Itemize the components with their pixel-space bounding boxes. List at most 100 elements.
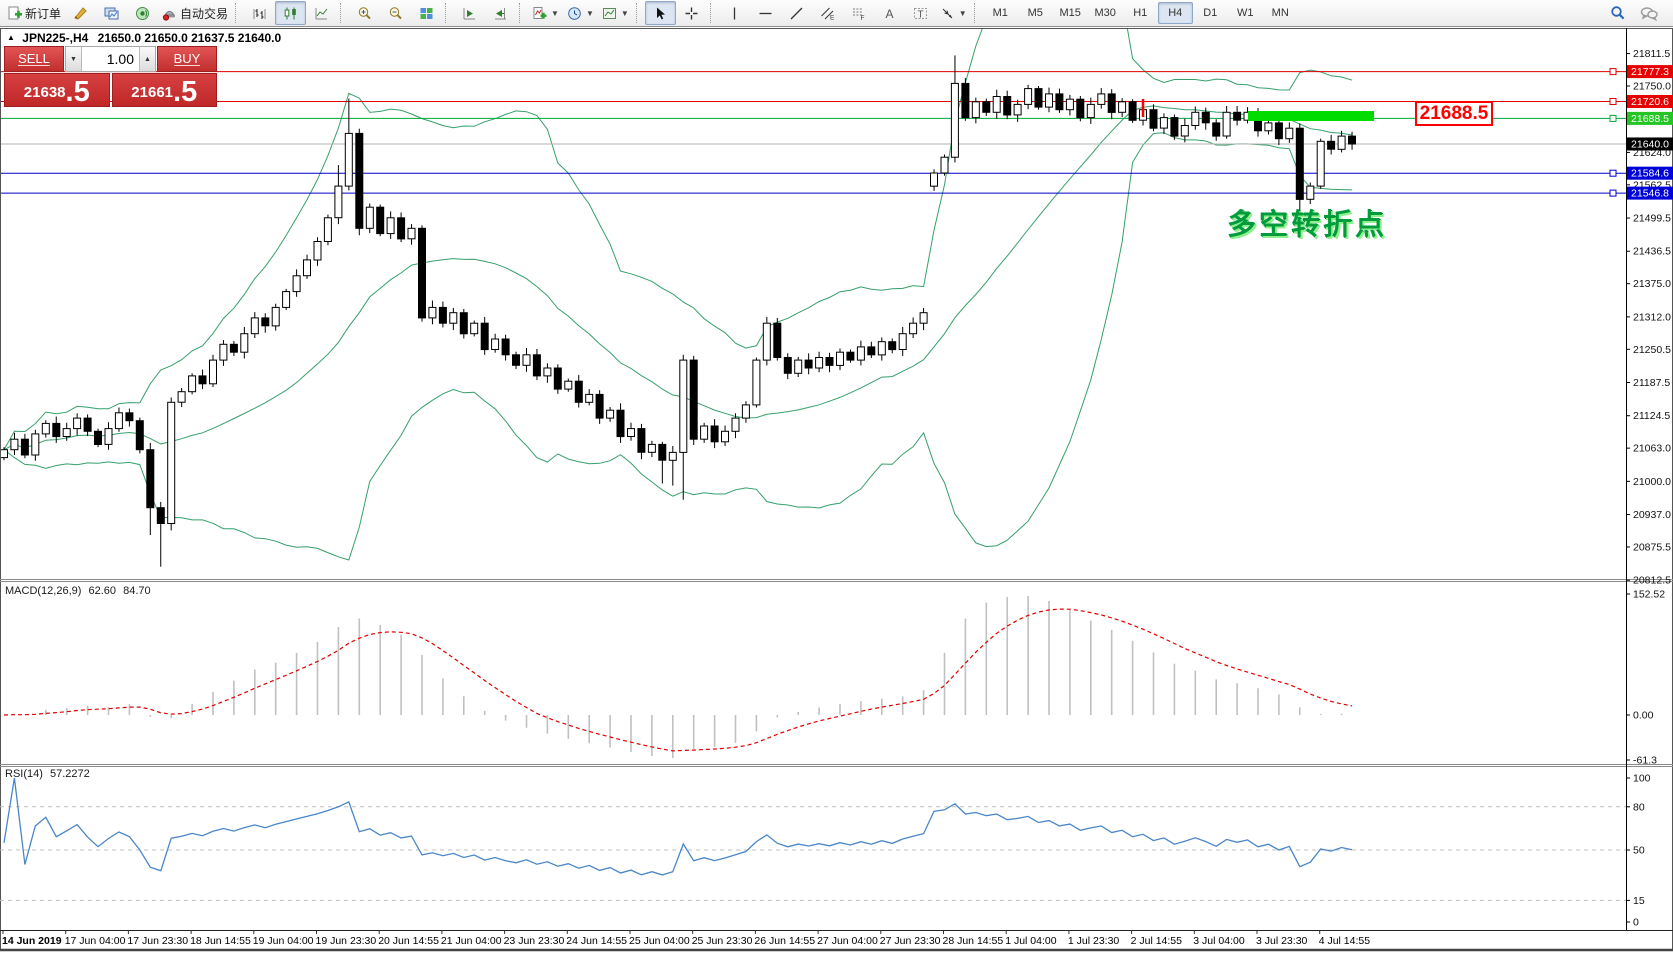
hline-handle[interactable] <box>1609 98 1617 105</box>
styles-button[interactable] <box>65 1 96 25</box>
arrows-button[interactable]: ▼ <box>936 1 971 25</box>
line-chart-button[interactable] <box>306 1 337 25</box>
candlestick <box>491 338 500 350</box>
highlight-rectangle[interactable] <box>1248 111 1374 121</box>
candlestick-chart-button[interactable] <box>275 1 307 25</box>
equidistant-channel-button[interactable]: E <box>812 1 843 25</box>
candlestick <box>397 217 406 240</box>
candlestick <box>752 359 761 406</box>
candlestick <box>501 338 510 356</box>
timeframe-m30-button[interactable]: M30 <box>1094 7 1116 19</box>
candlestick <box>1170 117 1179 137</box>
indicators-button[interactable]: ▼ <box>528 1 563 25</box>
trendline-button[interactable] <box>781 1 812 25</box>
hline-handle[interactable] <box>1609 114 1617 122</box>
price-axis-label: 20875.5 <box>1633 541 1671 553</box>
tile-windows-button[interactable] <box>411 1 442 25</box>
timeframe-h1-button[interactable]: H1 <box>1133 7 1148 19</box>
auto-trading-button[interactable]: 自动交易 <box>158 1 232 25</box>
candlestick <box>1118 101 1127 113</box>
candlestick <box>125 412 134 422</box>
chevron-down-icon: ▼ <box>551 8 559 18</box>
templates-button[interactable]: ▼ <box>598 1 633 25</box>
candlestick <box>856 346 865 361</box>
text-button[interactable]: A <box>874 1 905 25</box>
text-label-button[interactable]: T <box>905 1 936 25</box>
rsi-axis-label: 50 <box>1633 845 1645 857</box>
volume-decrease-button[interactable]: ▼ <box>66 47 82 71</box>
candlestick <box>156 507 165 525</box>
time-axis-label: 28 Jun 14:55 <box>943 935 1004 947</box>
sell-button-label: SELL <box>18 50 50 67</box>
candlestick <box>480 322 489 351</box>
chart-shift-button[interactable] <box>485 1 516 25</box>
candlestick <box>114 412 123 430</box>
timeframe-m15-button[interactable]: M15 <box>1059 7 1081 19</box>
macd-indicator-label: MACD(12,26,9) 62.60 84.70 <box>5 585 151 597</box>
new-order-button[interactable]: 新订单 <box>3 1 65 25</box>
price-axis-label: 21811.5 <box>1633 48 1670 60</box>
timeframe-d1-button[interactable]: D1 <box>1203 7 1218 19</box>
turning-point-annotation[interactable]: 多空转折点 <box>1227 209 1388 241</box>
candlestick <box>585 393 594 403</box>
timeframe-h4-button[interactable]: H4 <box>1157 2 1193 24</box>
candlestick <box>930 172 938 187</box>
price-axis-label: 21499.5 <box>1633 213 1671 225</box>
time-axis-label: 2 Jul 14:55 <box>1131 935 1183 947</box>
svg-text:T: T <box>917 9 923 20</box>
rsi-axis-label: 100 <box>1633 773 1651 785</box>
timeframe-mn-button[interactable]: MN <box>1271 7 1289 19</box>
candlestick <box>846 351 855 361</box>
candlestick <box>710 425 719 443</box>
profiles-button[interactable] <box>96 1 127 25</box>
toolbar: 新订单 自动交易 ▼ ▼ <box>0 0 1673 27</box>
hline-handle[interactable] <box>1609 189 1617 197</box>
zoom-in-button[interactable] <box>349 1 380 25</box>
sell-button[interactable]: SELL <box>4 46 64 72</box>
rsi-name: RSI(14) <box>5 768 43 780</box>
time-axis-label: 25 Jun 04:00 <box>629 935 690 947</box>
collapse-arrow-icon: ▲ <box>7 33 15 42</box>
price-axis-label: 21000.0 <box>1633 476 1671 488</box>
candlestick <box>1337 135 1346 150</box>
time-axis[interactable]: 14 Jun 2019 17 Jun 04:00 17 Jun 23:30 18 Ju… <box>2 931 1370 947</box>
sell-price-box[interactable]: 21638 .5 <box>4 73 110 107</box>
price-badge-label: 21640.0 <box>1631 138 1669 150</box>
timeframe-m1-button[interactable]: M1 <box>992 7 1008 19</box>
candlestick <box>1348 135 1356 145</box>
time-axis-label: 24 Jun 14:55 <box>566 935 627 947</box>
alerts-button[interactable] <box>127 1 158 25</box>
timeframe-w1-button[interactable]: W1 <box>1236 7 1254 19</box>
chat-button[interactable] <box>1633 1 1664 25</box>
hline-handle[interactable] <box>1609 68 1617 76</box>
volume-increase-button[interactable]: ▲ <box>139 47 155 71</box>
price-axis-label: 21375.0 <box>1633 278 1671 290</box>
buy-price-box[interactable]: 21661 .5 <box>111 73 217 107</box>
zoom-out-button[interactable] <box>380 1 411 25</box>
candlestick <box>323 217 332 243</box>
search-button[interactable] <box>1602 1 1633 25</box>
crosshair-button[interactable] <box>676 1 707 25</box>
periods-button[interactable]: ▼ <box>563 1 598 25</box>
candlestick <box>1233 111 1242 121</box>
volume-input[interactable] <box>82 47 139 71</box>
price-badge-label: 21688.5 <box>1631 113 1669 125</box>
bollinger-middle-band <box>3 105 1353 451</box>
vertical-line-button[interactable] <box>719 1 750 25</box>
auto-scroll-button[interactable] <box>454 1 485 25</box>
macd-signal-line <box>3 608 1353 752</box>
candlestick <box>982 101 991 113</box>
horizontal-line-button[interactable] <box>750 1 781 25</box>
timeframe-m5-button[interactable]: M5 <box>1027 7 1043 19</box>
price-tag-label[interactable]: 21688.5 <box>1415 101 1493 126</box>
buy-button[interactable]: BUY <box>157 46 217 72</box>
cursor-button[interactable] <box>644 1 676 25</box>
candlestick <box>679 359 688 453</box>
candlestick <box>365 206 374 229</box>
fibonacci-button[interactable]: F <box>843 1 874 25</box>
price-axis[interactable]: 21811.521750.021624.021562.521499.521436… <box>1626 48 1673 587</box>
arrows-icon <box>942 8 953 18</box>
bar-chart-button[interactable] <box>244 1 275 25</box>
hline-handle[interactable] <box>1609 169 1617 177</box>
